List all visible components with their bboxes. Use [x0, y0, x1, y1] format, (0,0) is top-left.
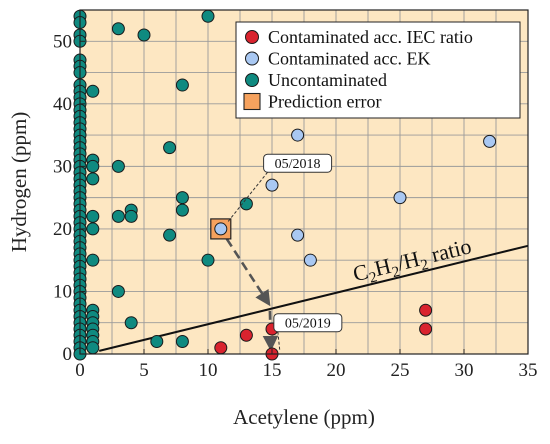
callout-text: 05/2018 [275, 157, 321, 172]
data-point [175, 78, 189, 92]
legend-swatch-square [243, 92, 261, 111]
y-tick-label: 0 [63, 344, 73, 365]
legend-box [235, 21, 521, 119]
legend-label: Prediction error [268, 92, 381, 112]
data-point [111, 284, 125, 298]
x-tick-label: 15 [263, 360, 282, 381]
data-point [214, 222, 228, 236]
data-point [175, 203, 189, 217]
data-point [265, 178, 279, 192]
data-point [201, 9, 215, 23]
data-point [175, 334, 189, 348]
data-point [86, 172, 100, 186]
data-point [124, 209, 138, 223]
callout-leader [277, 331, 281, 350]
callout-leader [226, 171, 268, 223]
x-axis-label: Acetylene (ppm) [233, 405, 375, 429]
data-point [419, 303, 433, 317]
y-tick-label: 50 [53, 31, 72, 52]
data-point [291, 128, 305, 142]
data-point [419, 322, 433, 336]
data-point [291, 228, 305, 242]
x-tick-label: 25 [391, 360, 410, 381]
data-point [175, 191, 189, 205]
callout-text: 05/2019 [285, 317, 331, 332]
data-point [303, 253, 317, 267]
ratio-line [98, 244, 529, 352]
data-point [239, 328, 253, 342]
data-point [137, 28, 151, 42]
annotations: 05/2018 05/2019 [226, 153, 343, 350]
y-axis: 0 10 20 30 40 50 [53, 31, 85, 365]
x-tick-label: 35 [519, 360, 538, 381]
data-point [124, 316, 138, 330]
x-tick-label: 30 [455, 360, 474, 381]
data-point [86, 209, 100, 223]
data-point [86, 159, 100, 173]
x-axis: 0 5 10 15 20 25 30 35 [75, 349, 538, 381]
ratio-label-subscript: 2 [391, 264, 402, 281]
data-point [86, 341, 100, 355]
legend-swatch-circle [245, 73, 259, 87]
y-tick-label: 20 [53, 219, 72, 240]
ratio-label-part: H [372, 253, 393, 281]
callout-box [273, 313, 343, 333]
legend-label: Uncontaminated [268, 70, 387, 90]
data-point [163, 141, 177, 155]
trajectory-arrow-1 [225, 238, 271, 307]
ratio-label-subscript: 2 [368, 269, 379, 286]
data-point [111, 209, 125, 223]
y-tick-label: 30 [53, 156, 72, 177]
x-tick-label: 5 [139, 360, 149, 381]
data-point [214, 341, 228, 355]
legend: Contaminated acc. IEC ratioContaminated … [235, 21, 521, 119]
legend-label: Contaminated acc. EK [268, 49, 430, 69]
data-point [163, 228, 177, 242]
y-tick-label: 10 [53, 281, 72, 302]
data-point [239, 197, 253, 211]
y-tick-label: 40 [53, 94, 72, 115]
legend-swatch-circle [245, 51, 259, 66]
callout-box [263, 153, 333, 173]
x-tick-label: 20 [327, 360, 346, 381]
data-point [150, 334, 164, 348]
x-tick-label: 10 [199, 360, 218, 381]
data-point [483, 134, 497, 148]
x-tick-label: 0 [75, 360, 85, 381]
plot-frame [79, 9, 529, 355]
ratio-label-part: C [350, 259, 370, 287]
data-point [201, 253, 215, 267]
data-point [86, 222, 100, 236]
legend-swatch-circle [245, 30, 259, 44]
ratio-label-subscript: 2 [419, 257, 430, 274]
y-axis-label: Hydrogen (ppm) [7, 112, 31, 253]
data-point [111, 22, 125, 36]
data-point [86, 84, 100, 98]
data-point [393, 191, 407, 205]
data-point [86, 253, 100, 267]
legend-label: Contaminated acc. IEC ratio [268, 27, 473, 47]
data-point [111, 159, 125, 173]
